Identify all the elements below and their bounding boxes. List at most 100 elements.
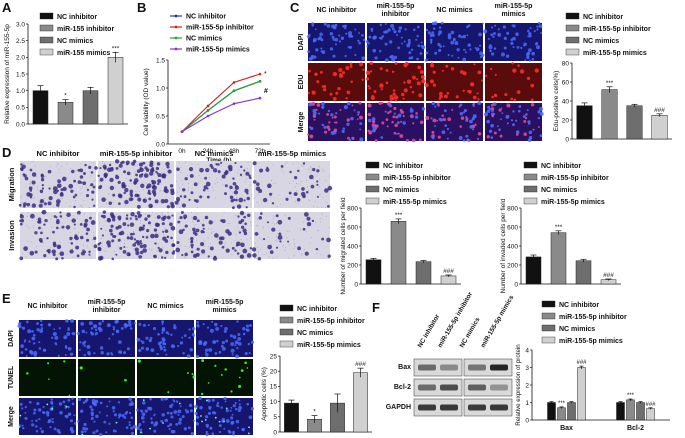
merged-cell xyxy=(317,112,321,115)
nucleus xyxy=(196,421,198,424)
nucleus xyxy=(45,410,50,415)
pore xyxy=(311,237,313,239)
nucleus xyxy=(31,336,36,341)
pore xyxy=(220,165,222,167)
panel-c-tile xyxy=(424,21,485,62)
nucleus xyxy=(32,342,35,345)
nucleus xyxy=(161,329,165,332)
stained-cell xyxy=(212,168,218,173)
pore xyxy=(308,199,310,201)
edu-cell xyxy=(411,90,415,94)
nucleus xyxy=(454,41,459,46)
merged-cell xyxy=(512,123,515,127)
edu-cell xyxy=(444,94,448,99)
nucleus xyxy=(112,410,115,413)
panel-d-invasion-y-label: Number of invaded cells per field xyxy=(500,198,507,293)
nucleus xyxy=(450,30,455,35)
panel-c-bar xyxy=(601,89,618,140)
stained-cell xyxy=(136,169,141,173)
pore xyxy=(178,252,180,254)
panel-d-invasion-bar xyxy=(550,232,567,285)
panel-f-blot-label: GAPDH xyxy=(386,404,411,411)
stained-cell xyxy=(71,169,75,174)
pore xyxy=(284,250,286,252)
stained-cell xyxy=(278,232,282,236)
nucleus xyxy=(374,56,378,60)
nucleus xyxy=(220,406,223,409)
pore xyxy=(32,185,34,187)
pore xyxy=(156,250,158,252)
nucleus xyxy=(408,56,412,60)
stained-cell xyxy=(56,244,62,250)
apoptotic-cell xyxy=(51,407,54,410)
tunel-cell xyxy=(167,391,170,394)
pore xyxy=(27,240,29,242)
edu-cell xyxy=(369,70,373,73)
stained-cell xyxy=(79,175,84,179)
pore xyxy=(161,211,163,213)
edu-cell xyxy=(365,77,370,81)
edu-cell xyxy=(367,84,370,88)
nucleus xyxy=(157,341,162,346)
stained-cell xyxy=(90,171,94,174)
stained-cell xyxy=(123,170,127,174)
pore xyxy=(299,230,301,232)
panel-f-blot-label: Bcl-2 xyxy=(394,384,411,391)
panel-f-y-tick-label: 4 xyxy=(525,347,529,354)
nucleus xyxy=(400,36,403,39)
panel-letter-a: A xyxy=(2,0,12,15)
stained-cell xyxy=(147,214,151,218)
nucleus xyxy=(194,411,198,416)
stained-cell xyxy=(139,166,143,170)
pore xyxy=(212,189,214,191)
pore xyxy=(236,196,238,198)
panel-d-migration-bar xyxy=(390,221,407,285)
stained-cell xyxy=(132,232,135,236)
merged-cell xyxy=(449,131,452,134)
pore xyxy=(73,190,75,192)
nucleus xyxy=(537,21,541,25)
nucleus xyxy=(163,345,166,349)
merged-cell xyxy=(309,134,314,139)
stained-cell xyxy=(76,254,80,258)
pore xyxy=(90,175,92,177)
nucleus xyxy=(358,41,362,45)
edu-cell xyxy=(516,90,521,94)
pore xyxy=(104,220,106,222)
pore xyxy=(325,215,327,217)
stained-cell xyxy=(150,233,155,239)
pore xyxy=(310,165,312,167)
stained-cell xyxy=(280,165,284,168)
edu-cell xyxy=(350,80,353,84)
panel-f-legend-swatch xyxy=(541,312,556,320)
pore xyxy=(289,230,291,232)
nucleus xyxy=(108,337,111,340)
pore xyxy=(68,206,70,208)
nucleus xyxy=(71,397,74,400)
pore xyxy=(276,206,278,208)
panel-a-legend-entry: NC inhibitor xyxy=(57,14,97,21)
panel-e-column-label: mimics xyxy=(212,307,236,314)
tunel-cell xyxy=(214,364,217,367)
nucleus xyxy=(432,27,436,30)
nucleus xyxy=(167,425,170,428)
stained-cell xyxy=(38,237,43,242)
panel-a-y-label: Relative expression of miR-155-5p xyxy=(4,24,11,124)
merged-cell xyxy=(442,117,446,122)
nucleus xyxy=(172,345,176,348)
pore xyxy=(284,163,286,165)
nucleus xyxy=(410,48,414,52)
stained-cell xyxy=(221,245,225,249)
stained-cell xyxy=(110,232,114,236)
apoptotic-cell xyxy=(162,422,164,424)
stained-cell xyxy=(238,231,242,234)
stained-cell xyxy=(111,239,115,243)
stained-cell xyxy=(204,215,209,220)
panel-f-lane-label: NC mimics xyxy=(459,316,482,349)
merged-cell xyxy=(515,133,519,136)
pore xyxy=(31,161,33,163)
tunel-cell xyxy=(47,362,50,365)
pore xyxy=(325,180,327,182)
edu-cell xyxy=(510,97,514,101)
nucleus xyxy=(21,424,24,427)
